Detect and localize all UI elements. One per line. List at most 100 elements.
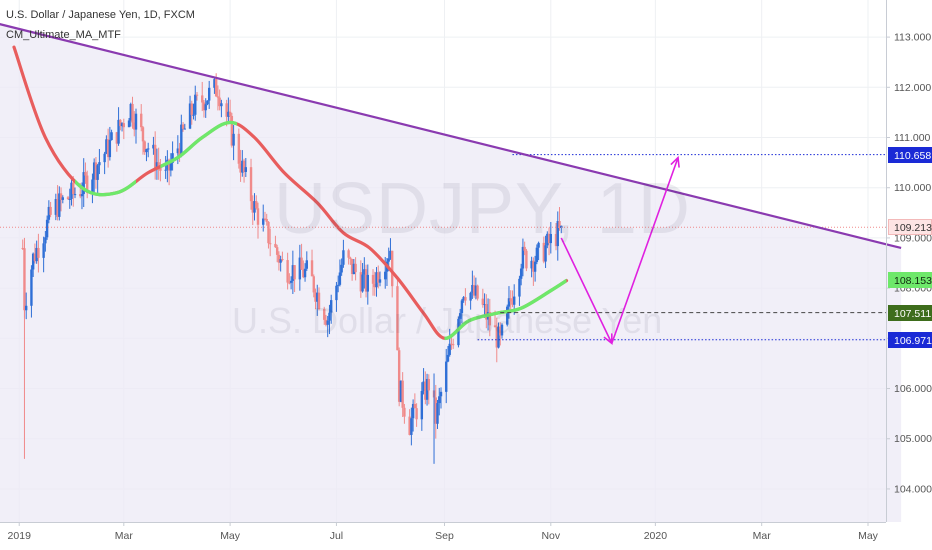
candle-body <box>129 103 132 121</box>
candle-body <box>530 260 533 269</box>
candle-body <box>378 279 382 283</box>
candle-body <box>214 79 218 97</box>
candle-body <box>342 250 345 265</box>
candle-body <box>499 326 502 336</box>
candle-body <box>152 144 155 149</box>
candle-body <box>37 247 40 258</box>
candle-body <box>401 380 404 408</box>
candle-body <box>506 306 509 325</box>
candle-body <box>202 102 206 111</box>
candle-body <box>450 343 453 345</box>
candle-body <box>45 219 49 238</box>
candle-body <box>389 250 392 259</box>
candle-body <box>312 276 315 293</box>
indicator-label[interactable]: CM_Ultimate_MA_MTF <box>6 29 121 41</box>
candle-body <box>86 175 89 193</box>
candle-body <box>218 97 221 107</box>
candle-body <box>47 206 51 220</box>
candle-body <box>265 219 268 222</box>
y-tick-label: 112.000 <box>894 82 931 94</box>
candle-body <box>549 233 552 244</box>
candle-body <box>464 297 467 301</box>
y-tick-label: 113.000 <box>894 32 931 44</box>
trend-triangle <box>0 24 902 522</box>
x-tick-label: 2020 <box>644 530 668 542</box>
triangle-fill <box>0 24 902 522</box>
candle-body <box>375 272 378 288</box>
candle-body <box>326 320 329 325</box>
candle-body <box>84 172 87 176</box>
x-tick-label: Sep <box>435 530 454 542</box>
candle-body <box>141 127 145 142</box>
candle-body <box>493 325 497 328</box>
candle-body <box>476 285 479 299</box>
candle-body <box>70 182 73 199</box>
candle-body <box>58 193 61 217</box>
candle-body <box>244 167 247 172</box>
candle-body <box>178 148 181 155</box>
candle-body <box>425 378 429 400</box>
ma-line-up <box>75 179 136 197</box>
candle-body <box>460 300 464 314</box>
candle-body <box>134 113 138 130</box>
candle-body <box>525 250 528 269</box>
candle-body <box>241 160 244 173</box>
candle-body <box>448 343 451 355</box>
candle-body <box>122 123 125 128</box>
candle-body <box>249 167 253 202</box>
candle-body <box>201 95 204 103</box>
candle-body <box>350 258 354 275</box>
candle-body <box>140 113 143 128</box>
candle-body <box>230 115 234 146</box>
price-tag-level-blue: 110.658 <box>888 146 932 163</box>
candle-body <box>277 254 281 263</box>
candle-body <box>131 103 134 123</box>
candle-body <box>110 132 113 141</box>
candle-body <box>317 292 321 310</box>
candle-body <box>103 153 106 163</box>
candle-body <box>411 403 415 419</box>
candle-body <box>108 140 112 158</box>
candle-body <box>105 139 108 154</box>
candle-body <box>194 94 197 115</box>
candle-body <box>446 354 450 362</box>
trendline <box>0 23 902 250</box>
candle-body <box>56 199 59 217</box>
candle-body <box>119 119 122 127</box>
candle-body <box>293 265 296 280</box>
candle-body <box>420 390 424 420</box>
candle-body <box>61 197 64 200</box>
candle-body <box>274 243 277 248</box>
projection-arrow-up-head <box>670 155 680 168</box>
candle-body <box>532 260 535 272</box>
candle-body <box>474 285 478 296</box>
candle-body <box>79 194 82 197</box>
candle-body <box>96 165 99 180</box>
candle-body <box>145 149 148 153</box>
candle-body <box>364 269 368 292</box>
candle-body <box>291 265 295 281</box>
candle-body <box>232 133 235 146</box>
candle-body <box>59 193 63 200</box>
candle-body <box>542 242 546 262</box>
candle-body <box>176 148 180 154</box>
candle-body <box>303 268 307 278</box>
projection-arrow-down <box>560 237 613 344</box>
candle-body <box>338 272 342 285</box>
candle-body <box>359 272 363 292</box>
candle-body <box>195 94 199 96</box>
candle-body <box>21 247 24 249</box>
candle-body <box>387 258 390 262</box>
candle-body <box>410 418 413 435</box>
candle-body <box>373 283 376 288</box>
candle-body <box>518 278 521 297</box>
candle-body <box>31 253 35 270</box>
candle-body <box>439 391 443 397</box>
candle-body <box>204 104 207 111</box>
y-tick-label: 104.000 <box>894 483 932 495</box>
candle-body <box>181 124 185 129</box>
candle-body <box>206 100 209 105</box>
candle-body <box>316 292 319 302</box>
candle-body <box>472 285 476 296</box>
